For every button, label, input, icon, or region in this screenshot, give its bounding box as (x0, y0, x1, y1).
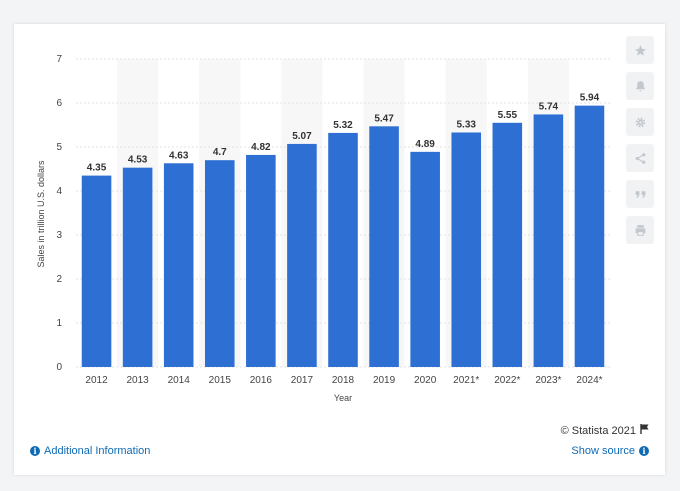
print-icon[interactable] (626, 216, 654, 244)
data-label: 5.33 (456, 119, 476, 130)
share-icon[interactable] (626, 144, 654, 172)
data-label: 4.82 (251, 142, 271, 153)
bar[interactable] (369, 126, 399, 367)
x-tick-label: 2015 (209, 375, 232, 386)
data-label: 4.89 (415, 139, 435, 150)
data-label: 5.55 (498, 110, 518, 121)
x-tick-label: 2022* (494, 375, 520, 386)
bar-chart: 4.35 4.53 4.63 4.7 4.82 5.07 5.32 5.47 4.89 5.33 5… (36, 54, 610, 403)
star-icon[interactable] (626, 36, 654, 64)
x-tick-label: 2013 (126, 375, 149, 386)
x-tick-label: 2020 (414, 375, 437, 386)
info-icon: i (639, 446, 649, 456)
y-tick-label: 6 (56, 98, 62, 109)
x-tick-label: 2023* (535, 375, 561, 386)
bar[interactable] (410, 151, 440, 367)
data-label: 5.07 (292, 131, 312, 142)
data-label: 4.7 (213, 147, 227, 158)
bell-icon[interactable] (626, 72, 654, 100)
y-tick-label: 4 (56, 186, 62, 197)
y-tick-label: 5 (56, 142, 62, 153)
bar[interactable] (81, 175, 112, 367)
x-tick-label: 2021* (453, 375, 479, 386)
show-source-link[interactable]: Show source i (571, 445, 649, 457)
x-tick-label: 2018 (332, 375, 355, 386)
x-tick-label: 2014 (168, 375, 191, 386)
bar[interactable] (451, 132, 482, 367)
y-axis-label: Sales in trillion U.S. dollars (36, 160, 46, 268)
y-tick-label: 0 (56, 362, 62, 373)
data-label: 5.74 (539, 101, 559, 112)
data-label: 4.63 (169, 150, 189, 161)
data-label: 5.32 (333, 120, 353, 131)
quote-icon[interactable] (626, 180, 654, 208)
y-tick-label: 3 (56, 230, 62, 241)
gear-icon[interactable] (626, 108, 654, 136)
x-tick-label: 2016 (250, 375, 273, 386)
additional-information-label: Additional Information (44, 445, 151, 457)
data-label: 4.35 (87, 163, 107, 174)
y-tick-label: 7 (56, 54, 62, 65)
x-tick-label: 2024* (576, 375, 602, 386)
x-axis-label: Year (334, 393, 352, 403)
chart-toolbar (626, 36, 656, 244)
data-label: 5.94 (580, 93, 600, 104)
flag-icon (640, 424, 649, 437)
info-icon: i (30, 446, 40, 456)
copyright-text: © Statista 2021 (560, 424, 636, 437)
bar[interactable] (122, 167, 153, 367)
y-tick-label: 2 (56, 274, 62, 285)
show-source-label: Show source (571, 445, 635, 457)
bar[interactable] (204, 160, 235, 367)
x-tick-label: 2012 (85, 375, 108, 386)
data-label: 5.47 (374, 113, 394, 124)
additional-information-link[interactable]: i Additional Information (30, 445, 150, 457)
bar[interactable] (533, 114, 564, 367)
data-label: 4.53 (128, 155, 148, 166)
bar[interactable] (163, 163, 194, 367)
y-tick-label: 1 (56, 318, 62, 329)
bar[interactable] (492, 122, 523, 367)
chart-card: 4.35 4.53 4.63 4.7 4.82 5.07 5.32 5.47 4.89 5.33 5… (14, 24, 665, 475)
x-tick-label: 2017 (291, 375, 314, 386)
x-tick-label: 2019 (373, 375, 396, 386)
bar[interactable] (287, 143, 317, 367)
copyright: © Statista 2021 (561, 424, 649, 437)
bar[interactable] (574, 105, 605, 367)
bar[interactable] (246, 154, 276, 367)
bar[interactable] (328, 132, 358, 367)
